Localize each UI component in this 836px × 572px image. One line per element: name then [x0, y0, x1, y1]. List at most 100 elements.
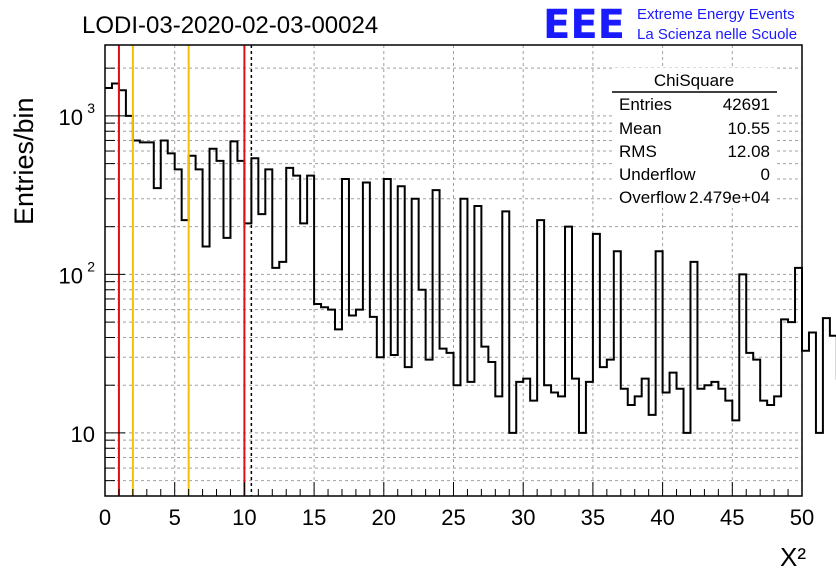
histogram-bin — [189, 156, 196, 496]
histogram-bin — [426, 360, 433, 496]
histogram-bin — [628, 405, 635, 496]
x-tick-label: 50 — [790, 505, 814, 530]
histogram-bin — [447, 353, 454, 496]
y-tick-exponent: 3 — [87, 100, 95, 116]
x-tick-label: 20 — [372, 505, 396, 530]
y-tick-base: 10 — [59, 105, 83, 130]
histogram-bin — [433, 190, 440, 496]
histogram-bin — [544, 385, 551, 496]
histogram-bin — [419, 290, 426, 496]
histogram-bin — [781, 319, 788, 496]
stats-title: ChiSquare — [654, 71, 734, 90]
histogram-bin — [307, 176, 314, 496]
histogram-bin — [572, 379, 579, 496]
histogram-bin — [467, 382, 474, 496]
histogram-bin — [223, 238, 230, 496]
histogram-bin — [642, 379, 649, 496]
histogram-bin — [412, 199, 419, 496]
histogram-bin — [670, 373, 677, 496]
histogram-bin — [663, 392, 670, 496]
histogram-bin — [265, 169, 272, 496]
histogram-bin — [739, 274, 746, 496]
histogram-bin — [377, 357, 384, 496]
histogram-bin — [774, 396, 781, 496]
x-tick-label: 45 — [720, 505, 744, 530]
stats-label: RMS — [619, 142, 657, 161]
histogram-bin — [656, 251, 663, 496]
histogram-bin — [586, 382, 593, 496]
histogram-bin — [342, 179, 349, 496]
stats-label: Mean — [619, 119, 662, 138]
histogram-bin — [502, 211, 509, 496]
y-tick-label: 10 — [59, 263, 83, 288]
histogram-bin — [405, 367, 412, 496]
stats-value: 0 — [761, 165, 770, 184]
stats-value: 42691 — [723, 95, 770, 114]
histogram-bin — [460, 199, 467, 496]
run-title: LODI-03-2020-02-03-00024 — [82, 12, 378, 39]
histogram-bin — [760, 401, 767, 496]
y-tick-exponent: 2 — [87, 258, 95, 274]
x-tick-label: 15 — [302, 505, 326, 530]
x-axis-title: X² — [780, 542, 806, 572]
histogram-bin — [516, 382, 523, 496]
histogram-bin — [203, 246, 210, 496]
histogram-bin — [802, 351, 809, 496]
histogram-bin — [690, 262, 697, 496]
histogram-bin — [635, 396, 642, 496]
histogram-bin — [335, 329, 342, 496]
y-tick-base: 10 — [71, 422, 95, 447]
histogram-bin — [384, 179, 391, 496]
histogram-bin — [579, 433, 586, 496]
histogram-bin — [349, 316, 356, 496]
stats-label: Underflow — [619, 165, 696, 184]
histogram-bin — [279, 262, 286, 496]
histogram-bin — [286, 168, 293, 496]
histogram-bin — [182, 220, 189, 496]
histogram-bin — [314, 304, 321, 496]
histogram-bin — [488, 362, 495, 496]
histogram-bin — [530, 401, 537, 496]
range-markers — [117, 45, 253, 496]
y-axis-title: Entries/bin — [9, 97, 39, 225]
histogram-bin — [440, 349, 447, 496]
histogram-bin — [718, 389, 725, 496]
histogram-bin — [795, 268, 802, 496]
histogram-bin — [677, 389, 684, 496]
y-tick-label: 10 — [71, 422, 95, 447]
histogram-bin — [370, 317, 377, 496]
stats-box: ChiSquare Entries 42691 Mean 10.55 RMS 1… — [612, 68, 777, 208]
histogram-bin — [809, 333, 816, 496]
histogram-bin — [398, 186, 405, 496]
logo-line-1: Extreme Energy Events — [637, 6, 795, 23]
histogram-bin — [495, 396, 502, 496]
histogram-bin — [321, 307, 328, 496]
histogram-bin — [600, 367, 607, 496]
histogram-bin — [133, 140, 140, 496]
histogram-bin — [293, 176, 300, 496]
histogram-bin — [272, 268, 279, 496]
histogram-bin — [154, 188, 161, 496]
histogram-bin — [328, 310, 335, 496]
histogram-bin — [509, 433, 516, 496]
histogram-bin — [356, 310, 363, 496]
histogram-bin — [788, 322, 795, 496]
histogram-bin — [481, 347, 488, 496]
x-tick-label: 25 — [441, 505, 465, 530]
histogram-bin — [161, 140, 168, 496]
histogram-bin — [196, 169, 203, 496]
histogram-bin — [140, 142, 147, 496]
histogram-bin — [230, 141, 237, 496]
histogram-bin — [474, 206, 481, 496]
histogram-bin — [210, 149, 217, 496]
histogram-bin — [251, 158, 258, 496]
histogram-bin — [684, 433, 691, 496]
histogram-bin — [363, 182, 370, 496]
eee-logo: EEE — [543, 2, 625, 48]
x-tick-label: 40 — [650, 505, 674, 530]
histogram-bin — [621, 389, 628, 496]
histogram-bin — [593, 234, 600, 496]
stats-value: 10.55 — [727, 119, 770, 138]
histogram-bin — [816, 433, 823, 496]
